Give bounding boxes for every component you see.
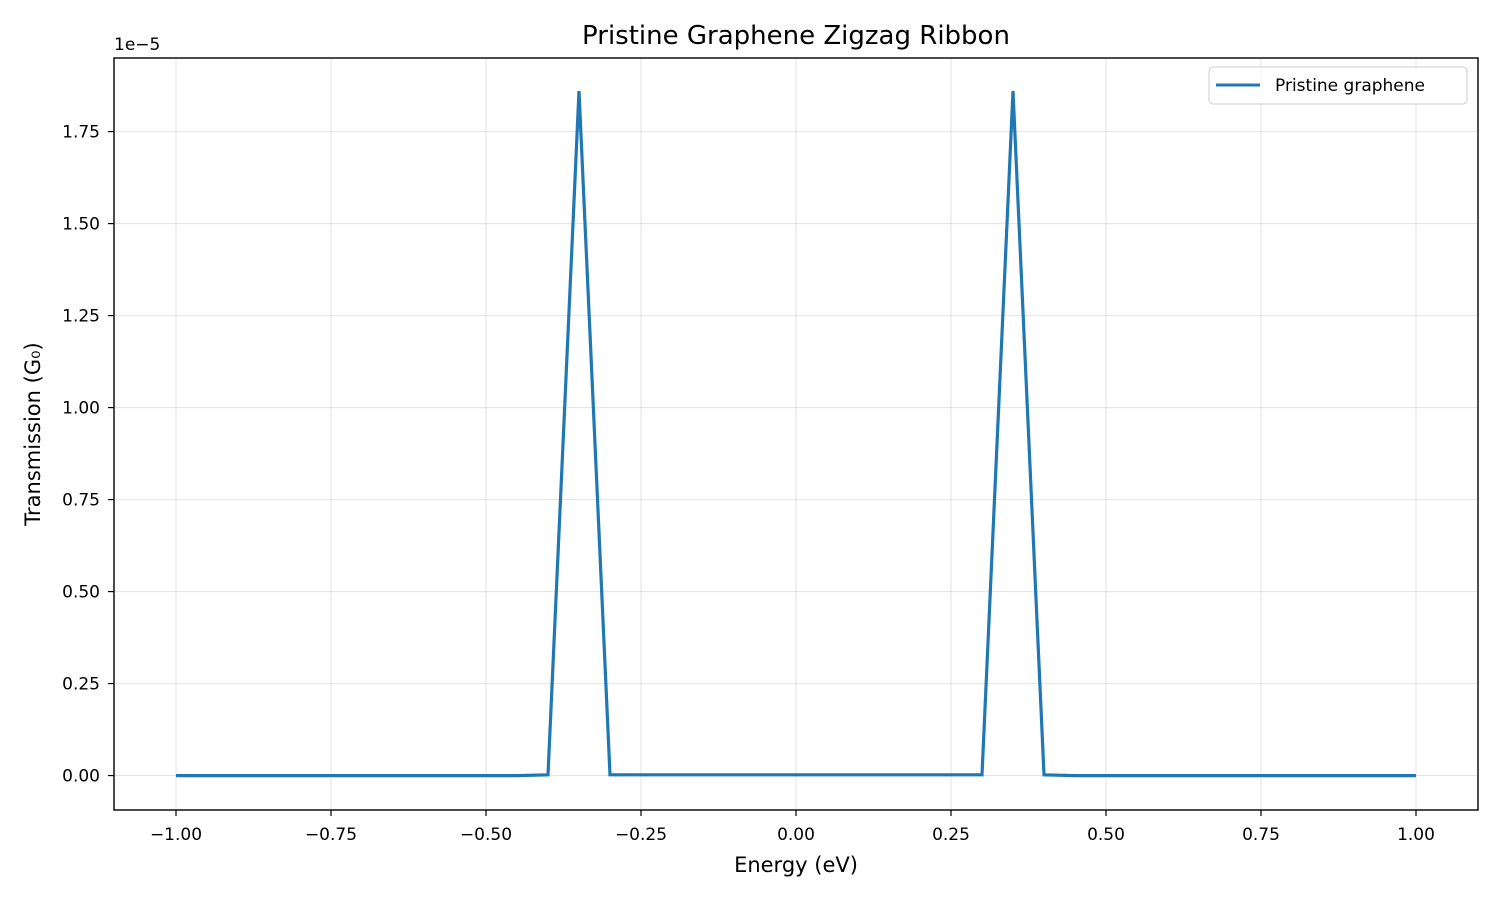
y-axis-label: Transmission (G₀)	[21, 342, 45, 526]
legend-label: Pristine graphene	[1275, 76, 1425, 96]
x-tick-label: 0.75	[1242, 825, 1280, 845]
grid	[114, 58, 1478, 810]
series-line-0	[176, 91, 1416, 778]
y-tick-label: 0.50	[62, 583, 100, 603]
x-tick-label: 0.00	[777, 825, 815, 845]
x-axis-label: Energy (eV)	[734, 853, 858, 877]
y-tick-label: 1.50	[62, 215, 100, 235]
x-tick-label: −0.25	[615, 825, 667, 845]
x-tick-label: −1.00	[150, 825, 202, 845]
x-tick-label: 0.25	[932, 825, 970, 845]
chart-title: Pristine Graphene Zigzag Ribbon	[582, 21, 1010, 51]
x-tick-label: 1.00	[1397, 825, 1435, 845]
series-layer	[176, 91, 1416, 778]
x-tick-label: −0.50	[460, 825, 512, 845]
y-offset-label: 1e−5	[114, 35, 160, 55]
legend-box	[1208, 66, 1468, 105]
y-tick-label: 0.00	[62, 767, 100, 787]
y-tick-label: 0.25	[62, 675, 100, 695]
legend: Pristine graphene	[1208, 66, 1468, 105]
y-tick-label: 1.25	[62, 307, 100, 327]
x-tick-label: −0.75	[305, 825, 357, 845]
x-tick-label: 0.50	[1087, 825, 1125, 845]
x-axis: −1.00 −0.75 −0.50 −0.25 0.00 0.25 0.50 0.75 1.00	[150, 810, 1435, 845]
y-tick-label: 1.00	[62, 399, 100, 419]
y-tick-label: 1.75	[62, 123, 100, 143]
y-tick-label: 0.75	[62, 491, 100, 511]
y-axis: 0.00 0.25 0.50 0.75 1.00 1.25 1.50 1.75	[62, 123, 114, 787]
